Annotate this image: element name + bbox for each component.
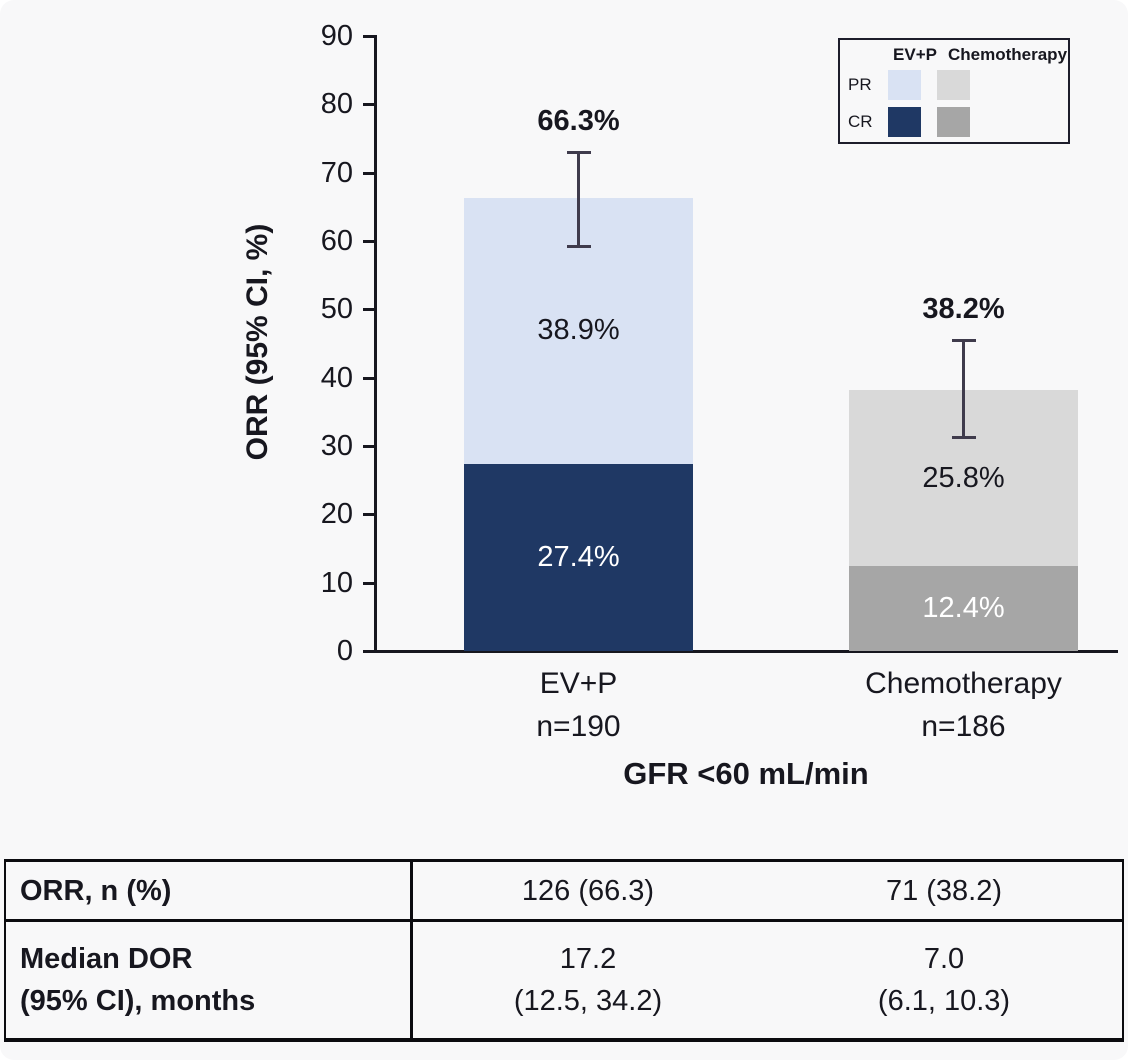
- x-category-n-label: n=186: [921, 710, 1006, 743]
- y-tick: [363, 103, 374, 107]
- error-bar-cap-top: [566, 151, 591, 155]
- legend-header: EV+P Chemotherapy: [886, 45, 1067, 65]
- table-text: 126 (66.3): [521, 874, 655, 907]
- table-row-median-dor: Median DOR (95% CI), months 17.2 (12.5, …: [6, 922, 1122, 1038]
- y-tick: [363, 445, 374, 448]
- legend-swatch-cr-evp: [888, 107, 921, 137]
- y-tick: [363, 650, 374, 653]
- y-tick: [363, 171, 374, 175]
- legend-row-cr: CR: [848, 107, 986, 137]
- error-bar-cap-top: [951, 339, 976, 343]
- y-tick: [363, 513, 374, 517]
- y-tick-label: 30: [320, 430, 353, 462]
- y-tick-label: 50: [320, 293, 353, 326]
- y-tick: [363, 240, 374, 243]
- error-bar-line: [577, 152, 580, 248]
- table-text: (12.5, 34.2): [513, 985, 663, 1017]
- table-text: (95% CI), months: [20, 985, 256, 1017]
- error-bar-line: [962, 340, 965, 439]
- legend-label-pr: PR: [848, 75, 872, 94]
- y-tick: [363, 581, 374, 585]
- table-cell-orr-chemotherapy: 71 (38.2): [766, 862, 1122, 919]
- y-tick-label: 10: [320, 566, 353, 599]
- legend-label-cr: CR: [848, 112, 873, 131]
- legend-column-chemotherapy: Chemotherapy: [948, 45, 1068, 64]
- legend: EV+P Chemotherapy PR CR: [838, 38, 1070, 144]
- table-row-label-median-dor: Median DOR (95% CI), months: [6, 922, 410, 1038]
- table-text: 17.2: [559, 943, 617, 975]
- y-tick-label: 40: [320, 361, 353, 394]
- bar-segment-cr-chemotherapy: 12.4%: [849, 566, 1078, 651]
- y-axis-line: [374, 35, 377, 653]
- total-orr-label: 38.2%: [922, 293, 1005, 326]
- y-axis-title: ORR (95% CI, %): [241, 223, 274, 461]
- legend-column-evp: EV+P: [893, 45, 937, 64]
- y-tick-label: 0: [336, 635, 353, 667]
- legend-row-pr: PR: [848, 70, 986, 100]
- x-category-label: Chemotherapy: [865, 667, 1062, 700]
- table-text: 71 (38.2): [885, 874, 1003, 907]
- table-row-separator: [6, 919, 1122, 922]
- table-cell-orr-evp: 126 (66.3): [410, 862, 766, 919]
- table-text: Median DOR: [20, 943, 193, 975]
- x-category-label: EV+P: [539, 667, 618, 700]
- legend-swatch-pr-chemotherapy: [937, 70, 970, 100]
- legend-swatch-cr-chemotherapy: [937, 107, 970, 137]
- error-bar-cap-bottom: [566, 245, 591, 249]
- x-axis-line: [374, 650, 1118, 653]
- y-tick: [363, 308, 374, 312]
- bar-segment-cr-evp: 27.4%: [464, 463, 693, 651]
- table-row-label-orr: ORR, n (%): [6, 862, 410, 919]
- table-row-orr: ORR, n (%) 126 (66.3) 71 (38.2): [6, 862, 1122, 919]
- results-table: ORR, n (%) 126 (66.3) 71 (38.2) Median D…: [4, 859, 1124, 1042]
- y-tick: [363, 376, 374, 380]
- table-text: ORR, n (%): [20, 874, 172, 907]
- y-tick-label: 90: [320, 20, 353, 52]
- table-column-divider: [410, 862, 413, 1038]
- y-tick-label: 70: [320, 156, 353, 189]
- y-tick: [363, 35, 374, 38]
- x-category-n-label: n=190: [536, 710, 621, 743]
- x-axis-title: GFR <60 mL/min: [623, 756, 869, 791]
- table-cell-dor-evp: 17.2 (12.5, 34.2): [410, 922, 766, 1038]
- y-tick-label: 80: [320, 88, 353, 121]
- error-bar-cap-bottom: [951, 436, 976, 440]
- table-cell-dor-chemotherapy: 7.0 (6.1, 10.3): [766, 922, 1122, 1038]
- table-text: (6.1, 10.3): [877, 985, 1011, 1017]
- y-tick-label: 20: [320, 498, 353, 531]
- total-orr-label: 66.3%: [537, 105, 620, 138]
- y-tick-label: 60: [320, 225, 353, 257]
- legend-swatch-pr-evp: [888, 70, 921, 100]
- table-text: 7.0: [923, 943, 965, 975]
